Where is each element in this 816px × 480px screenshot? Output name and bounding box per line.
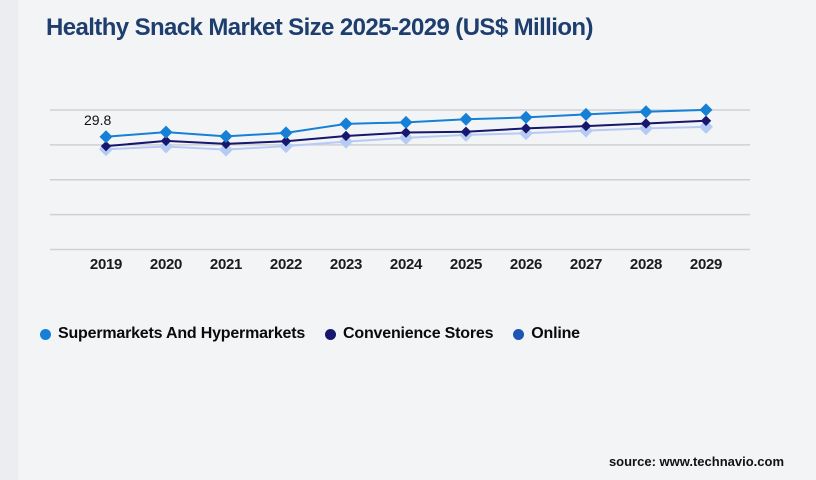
legend-marker-convenience-stores-icon (325, 328, 337, 340)
data-point-marker (100, 140, 112, 152)
data-point-marker (219, 142, 233, 157)
x-axis-label-2025: 2025 (449, 256, 483, 273)
series-line-2 (105, 125, 707, 151)
x-axis-label-2029: 2029 (689, 256, 723, 273)
data-point-marker (640, 118, 652, 129)
data-point-marker (220, 138, 232, 150)
legend-label-online: Online (531, 325, 580, 342)
data-point-marker (699, 119, 713, 134)
data-point-marker (460, 126, 472, 137)
first-point-data-label: 29.8 (84, 112, 112, 128)
data-point-marker (459, 127, 473, 142)
legend-item-supermarkets: Supermarkets And Hypermarkets (40, 325, 305, 343)
legend-item-convenience-stores: Convenience Stores (325, 325, 493, 343)
data-point-marker (580, 120, 592, 132)
x-axis-label-2022: 2022 (269, 256, 303, 273)
data-point-marker (159, 139, 173, 154)
data-point-marker (339, 134, 353, 149)
data-point-marker (639, 121, 653, 136)
data-point-marker (339, 117, 353, 131)
x-axis-label-2021: 2021 (209, 256, 243, 273)
left-gutter (0, 0, 18, 480)
legend-label-convenience-stores: Convenience Stores (343, 325, 494, 342)
data-point-marker (639, 105, 653, 119)
x-axis-label-2026: 2026 (509, 256, 543, 273)
x-axis-label-2024: 2024 (389, 256, 423, 273)
data-point-marker (279, 139, 293, 154)
data-point-marker (399, 115, 413, 129)
data-point-marker (700, 115, 712, 127)
x-axis-label-2023: 2023 (329, 256, 363, 273)
x-axis-label-2027: 2027 (569, 256, 603, 273)
legend-marker-supermarkets-icon (40, 328, 51, 340)
x-axis: 2019 2020 2021 2022 2023 2024 2025 2026 2027 2028… (0, 256, 816, 276)
chart-title: Healthy Snack Market Size 2025-2029 (US$… (46, 14, 593, 41)
data-point-marker (699, 103, 713, 117)
legend-item-online: Online (513, 325, 580, 343)
data-point-marker (219, 129, 233, 143)
data-point-marker (159, 125, 173, 139)
data-point-marker (160, 135, 172, 147)
legend: Supermarkets And Hypermarkets Convenienc… (40, 325, 580, 343)
x-axis-label-2020: 2020 (149, 256, 183, 273)
data-point-marker (279, 126, 293, 140)
source-credit: source: www.technavio.com (608, 454, 784, 469)
legend-marker-online-icon (513, 328, 525, 340)
data-point-marker (459, 112, 473, 126)
data-point-marker (99, 142, 113, 157)
x-axis-label-2028: 2028 (629, 256, 663, 273)
series-line-0 (105, 108, 707, 138)
data-point-marker (400, 127, 412, 138)
data-point-marker (280, 136, 292, 147)
legend-label-supermarkets: Supermarkets And Hypermarkets (58, 325, 306, 342)
data-point-marker (520, 123, 532, 134)
data-point-marker (579, 107, 593, 121)
series-line-1 (105, 119, 707, 148)
data-point-marker (519, 126, 533, 141)
data-point-marker (399, 130, 413, 145)
data-point-marker (340, 130, 352, 142)
data-point-marker (99, 130, 113, 144)
x-axis-label-2019: 2019 (89, 256, 123, 273)
data-point-marker (519, 110, 533, 124)
data-point-marker (579, 123, 593, 138)
